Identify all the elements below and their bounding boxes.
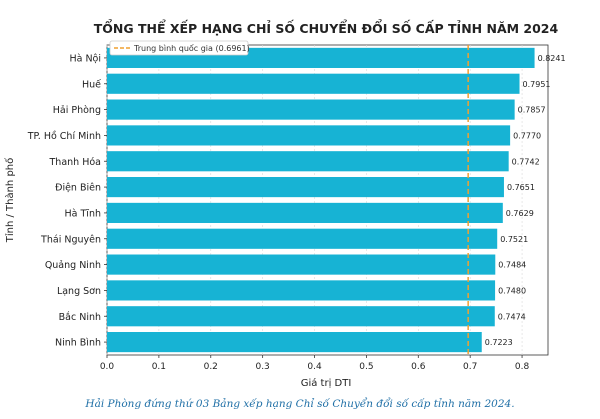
x-tick-label: 0.5 — [359, 362, 373, 372]
y-ticks: Hà Nội Huế Hải Phòng TP. Hồ Chí Minh Thanh H… — [27, 53, 107, 349]
bar — [107, 125, 511, 146]
x-tick-label: 0.1 — [152, 362, 166, 372]
bar — [107, 280, 496, 301]
plot-frame — [106, 44, 549, 356]
y-tick-label: Huế — [82, 79, 101, 90]
bar-value-label: 0.7484 — [498, 261, 526, 270]
bar-value-label: 0.8241 — [538, 54, 566, 63]
bar — [107, 151, 509, 172]
x-tick-label: 0.4 — [307, 362, 322, 372]
y-tick-label: TP. Hồ Chí Minh — [27, 131, 101, 142]
bar-value-label: 0.7223 — [485, 338, 513, 347]
legend-box — [109, 40, 249, 56]
dti-bar-chart: 0.8241 0.7951 0.7857 0.7770 0.7742 0.7651 0.76… — [4, 19, 566, 389]
bar-value-label: 0.7951 — [523, 80, 551, 89]
y-tick-label: Ninh Bình — [55, 338, 101, 349]
legend-label: Trung bình quốc gia (0.6961) — [133, 43, 250, 53]
x-tick-label: 0.7 — [463, 362, 477, 372]
x-tick-label: 0.8 — [515, 362, 530, 372]
bars: 0.8241 0.7951 0.7857 0.7770 0.7742 0.7651 0.76… — [107, 47, 566, 353]
y-tick-label: Thanh Hóa — [49, 157, 102, 168]
y-tick-label: Thái Nguyên — [40, 234, 101, 245]
bar-value-label: 0.7857 — [518, 106, 546, 115]
bar — [107, 73, 520, 94]
x-axis-label: Giá trị DTI — [301, 377, 352, 389]
bar — [107, 177, 504, 198]
y-tick-label: Hải Phòng — [53, 105, 101, 116]
x-ticks: 0.0 0.1 0.2 0.3 0.4 0.5 0.6 0.7 0.8 — [100, 355, 530, 372]
bar — [107, 254, 496, 275]
x-tick-label: 0.2 — [204, 362, 218, 372]
y-tick-label: Điện Biên — [55, 183, 101, 194]
y-axis-label: Tỉnh / Thành phố — [4, 158, 16, 244]
x-tick-label: 0.0 — [100, 362, 115, 372]
y-tick-label: Hà Nội — [69, 53, 101, 64]
bar — [107, 228, 498, 249]
bar — [107, 202, 503, 223]
y-tick-label: Hà Tĩnh — [65, 208, 101, 219]
y-tick-label: Lạng Sơn — [57, 286, 101, 297]
bar — [107, 332, 482, 353]
bar-value-label: 0.7629 — [506, 209, 534, 218]
legend: Trung bình quốc gia (0.6961) — [109, 40, 250, 56]
figure-caption: Hải Phòng đứng thứ 03 Bảng xếp hạng Chỉ … — [85, 398, 515, 410]
bar-value-label: 0.7770 — [513, 131, 541, 140]
chart-title: TỔNG THỂ XẾP HẠNG CHỈ SỐ CHUYỂN ĐỔI SỐ C… — [94, 19, 559, 36]
bar-value-label: 0.7651 — [507, 183, 535, 192]
x-tick-label: 0.3 — [255, 362, 269, 372]
bar-value-label: 0.7742 — [512, 157, 540, 166]
bar-value-label: 0.7474 — [498, 312, 526, 321]
bar — [107, 99, 515, 120]
bar-value-label: 0.7521 — [500, 235, 528, 244]
y-tick-label: Quảng Ninh — [45, 260, 101, 271]
x-tick-label: 0.6 — [411, 362, 426, 372]
bar-value-label: 0.7480 — [498, 286, 526, 295]
y-tick-label: Bắc Ninh — [59, 312, 101, 323]
bar — [107, 306, 495, 327]
